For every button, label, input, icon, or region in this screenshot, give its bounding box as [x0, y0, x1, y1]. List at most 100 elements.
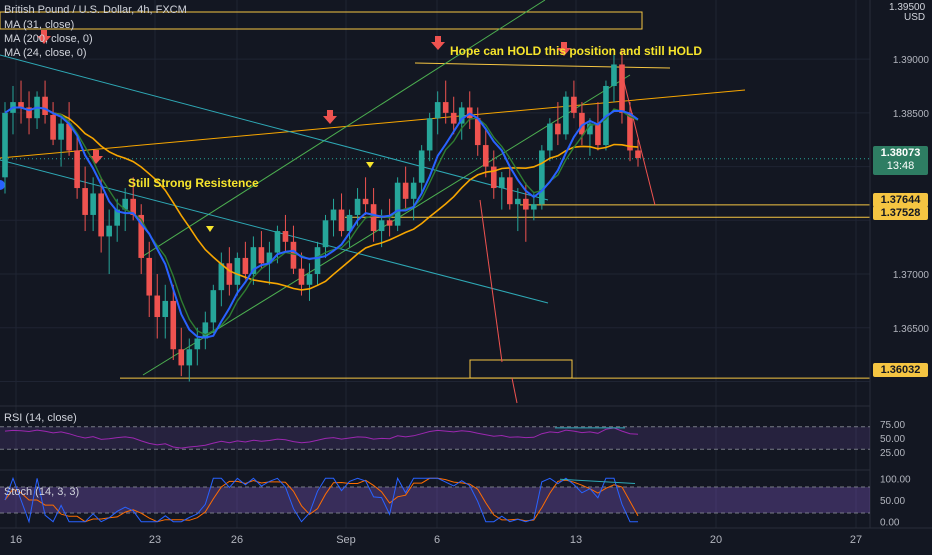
- candle-body: [571, 96, 577, 113]
- projection-line: [479, 199, 503, 363]
- top-resistance-line: [414, 62, 671, 69]
- target-zone-box: [469, 359, 573, 379]
- candle-body: [611, 64, 617, 86]
- rsi-band: [0, 426, 870, 450]
- symbol-title: British Pound / U.S. Dollar, 4h, FXCM: [4, 4, 187, 16]
- candle-body: [490, 166, 497, 189]
- candle-body: [410, 182, 417, 199]
- candle-body: [354, 198, 361, 215]
- time-tick-label: 26: [231, 534, 243, 546]
- candle-body: [523, 198, 529, 210]
- candle-body: [82, 188, 88, 215]
- current-price-value: 1.38073: [880, 147, 921, 159]
- candle-body: [378, 220, 385, 232]
- candle-body: [394, 182, 401, 226]
- ma31-line: [4, 106, 639, 339]
- rsi-tick-label: 25.00: [880, 448, 905, 459]
- session-dot-icon: [0, 180, 5, 190]
- price-tick-label: 1.36500: [893, 324, 930, 335]
- stoch-tick-label: 0.00: [880, 518, 900, 529]
- candle-body: [266, 252, 273, 264]
- candle-body: [90, 193, 96, 215]
- level-tag-3: 1.36032: [873, 363, 928, 377]
- candle-body: [458, 107, 465, 124]
- stoch-k-line: [4, 476, 638, 524]
- candle-body: [66, 123, 72, 151]
- candle-body: [362, 198, 369, 205]
- candle-body: [282, 231, 289, 242]
- candle-body: [386, 220, 393, 226]
- down-arrow-icon: [37, 30, 51, 44]
- level-tag-2: 1.37528: [873, 206, 928, 220]
- candle-body: [314, 247, 321, 275]
- candle-body: [226, 263, 233, 285]
- stoch-divergence-line: [559, 478, 636, 485]
- countdown-timer: 13:48: [886, 160, 915, 172]
- candle-body: [619, 64, 625, 113]
- time-tick-label: 20: [710, 534, 722, 546]
- candle-body: [555, 123, 561, 135]
- down-arrow-icon: [89, 150, 103, 164]
- marker-icon: [366, 162, 374, 168]
- stoch-tick-label: 100.00: [880, 474, 911, 485]
- time-tick-label: 27: [850, 534, 862, 546]
- candle-body: [338, 209, 345, 232]
- descending-trendline-2: [0, 159, 549, 304]
- ma200-legend[interactable]: MA (200, close, 0): [4, 33, 93, 45]
- price-tick-label: 1.38500: [893, 109, 930, 120]
- ma24-legend[interactable]: MA (24, close, 0): [4, 47, 87, 59]
- candle-body: [426, 118, 433, 151]
- candle-body: [242, 257, 249, 275]
- rsi-tick-label: 75.00: [880, 420, 905, 431]
- candle-body: [498, 177, 505, 189]
- candle-body: [234, 257, 241, 285]
- candle-body: [418, 150, 425, 183]
- stoch-legend[interactable]: Stoch (14, 3, 3): [4, 486, 80, 498]
- candle-body: [506, 177, 513, 205]
- candle-body: [563, 96, 569, 135]
- currency-label: 1.39500 USD: [889, 3, 925, 23]
- candle-body: [42, 96, 48, 115]
- stoch-band: [0, 487, 870, 513]
- candle-body: [298, 268, 305, 285]
- candle-body: [531, 204, 537, 210]
- time-tick-label: 16: [10, 534, 22, 546]
- candle-body: [330, 209, 337, 221]
- down-arrow-icon: [431, 36, 445, 50]
- rsi-line: [4, 427, 639, 449]
- current-price-tag: 1.38073 13:48: [873, 146, 928, 175]
- candle-body: [482, 145, 489, 167]
- resistance-annotation: Still Strong Resistence: [128, 176, 259, 190]
- candle-body: [450, 112, 457, 124]
- candle-body: [26, 107, 32, 119]
- down-arrow-icon: [557, 42, 571, 56]
- candle-body: [170, 300, 177, 350]
- candle-body: [635, 150, 641, 158]
- candle-body: [587, 123, 593, 135]
- candle-body: [627, 112, 633, 151]
- price-tick-label: 1.37000: [893, 270, 930, 281]
- candle-body: [346, 214, 353, 232]
- ma31-legend[interactable]: MA (31, close): [4, 19, 75, 31]
- candle-body: [579, 112, 585, 135]
- projection-line: [511, 377, 518, 404]
- down-arrow-icon: [323, 110, 337, 124]
- candle-body: [146, 257, 153, 296]
- channel-upper: [139, 0, 546, 259]
- candle-body: [515, 198, 521, 205]
- candle-body: [162, 300, 169, 318]
- candle-body: [2, 112, 8, 178]
- candle-body: [595, 123, 601, 146]
- rsi-legend[interactable]: RSI (14, close): [4, 412, 77, 424]
- candle-body: [547, 123, 553, 151]
- time-tick-label: 13: [570, 534, 582, 546]
- stoch-d-line: [4, 477, 639, 523]
- candle-body: [402, 182, 409, 199]
- candle-body: [306, 274, 313, 285]
- time-tick-label: 23: [149, 534, 161, 546]
- resistance-zone-box: [0, 11, 643, 30]
- candle-body: [442, 102, 449, 113]
- ma24-line: [4, 106, 639, 336]
